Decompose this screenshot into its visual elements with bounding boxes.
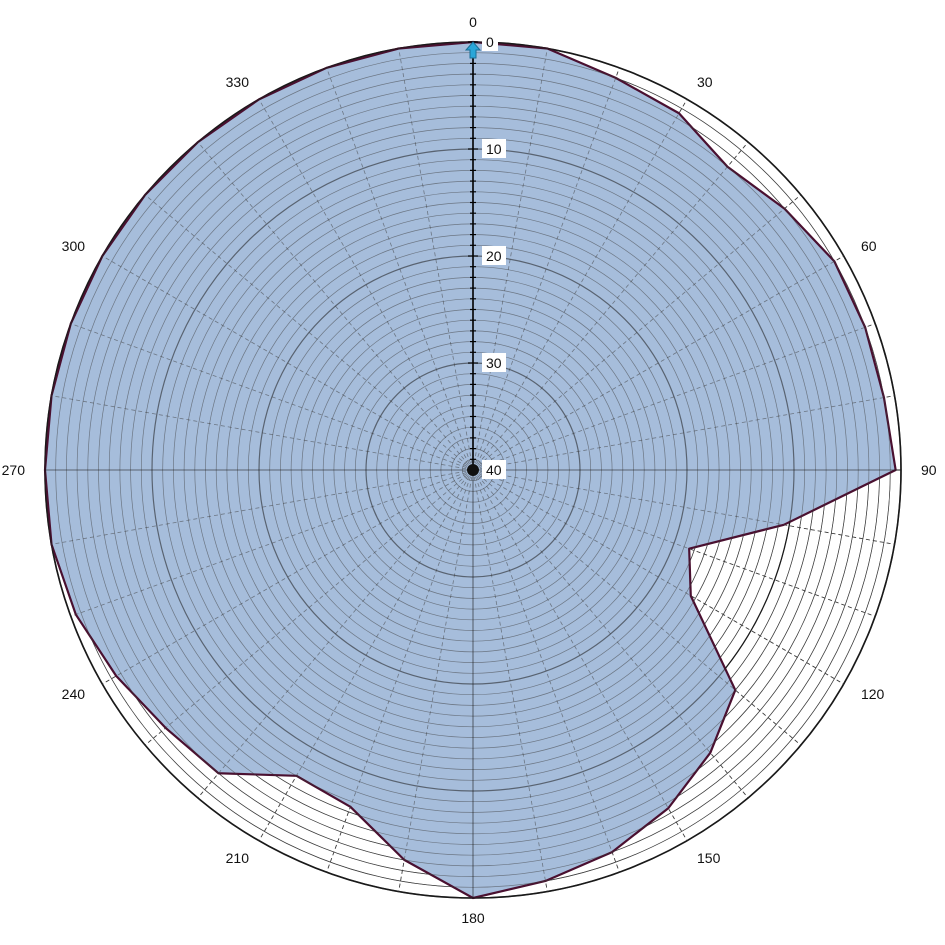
radial-label-bg bbox=[482, 139, 506, 158]
angle-tick-label: 330 bbox=[226, 74, 250, 90]
angle-tick-label: 60 bbox=[861, 238, 877, 254]
grid-spoke bbox=[472, 469, 895, 545]
grid-spoke bbox=[102, 469, 474, 685]
radial-tick-label: 10 bbox=[486, 141, 502, 157]
grid-overlay bbox=[44, 41, 902, 899]
angle-tick-label: 240 bbox=[62, 686, 86, 702]
grid-spoke bbox=[472, 255, 844, 471]
grid-spoke bbox=[197, 141, 474, 471]
grid-spoke bbox=[472, 469, 844, 685]
radial-tick-label: 0 bbox=[486, 34, 494, 50]
angle-tick-label: 270 bbox=[2, 462, 26, 478]
grid-spoke bbox=[472, 469, 620, 873]
grid-spoke bbox=[51, 469, 474, 545]
grid-spoke bbox=[472, 48, 548, 471]
grid-spoke bbox=[472, 99, 688, 471]
grid-spoke bbox=[326, 469, 474, 873]
grid-spoke bbox=[472, 395, 895, 471]
angle-tick-label: 300 bbox=[62, 238, 86, 254]
angle-tick-label: 120 bbox=[861, 686, 885, 702]
grid-spoke bbox=[472, 67, 620, 471]
grid-spoke bbox=[326, 67, 474, 471]
angle-tick-label: 180 bbox=[461, 910, 485, 926]
grid-spoke bbox=[70, 323, 474, 471]
grid-spoke bbox=[472, 141, 749, 471]
grid-spoke bbox=[472, 469, 548, 892]
grid-spoke bbox=[398, 469, 474, 892]
grid-spoke bbox=[70, 469, 474, 617]
angle-tick-label: 210 bbox=[226, 850, 250, 866]
center-hub bbox=[467, 464, 479, 476]
grid-spoke bbox=[398, 48, 474, 471]
grid-spoke bbox=[51, 395, 474, 471]
radial-label-bg bbox=[482, 32, 498, 51]
grid-spoke bbox=[258, 99, 474, 471]
grid-spoke bbox=[144, 469, 474, 746]
angle-tick-label: 150 bbox=[697, 850, 721, 866]
angle-tick-label: 90 bbox=[921, 462, 937, 478]
grid-spoke bbox=[472, 194, 802, 471]
grid-spoke bbox=[144, 194, 474, 471]
grid-spoke bbox=[472, 323, 876, 471]
angle-tick-label: 30 bbox=[697, 74, 713, 90]
grid-spoke bbox=[258, 469, 474, 841]
grid-spoke bbox=[472, 469, 802, 746]
grid-spoke bbox=[472, 469, 876, 617]
grid-spoke bbox=[102, 255, 474, 471]
up-arrow-icon bbox=[464, 41, 482, 59]
radial-label-bg bbox=[482, 460, 506, 479]
radial-tick-label: 40 bbox=[486, 462, 502, 478]
radial-label-bg bbox=[482, 246, 506, 265]
radial-label-bg bbox=[482, 353, 506, 372]
label-layer: 0 30 60 90 120 150 180 210 240 270 300 330 0 10 20 30 40 bbox=[2, 14, 937, 926]
radial-tick-label: 30 bbox=[486, 355, 502, 371]
radial-tick-label: 20 bbox=[486, 248, 502, 264]
angle-tick-label: 0 bbox=[469, 14, 477, 30]
grid-spoke bbox=[472, 469, 688, 841]
grid-spoke bbox=[197, 469, 474, 799]
grid-spoke bbox=[472, 469, 749, 799]
